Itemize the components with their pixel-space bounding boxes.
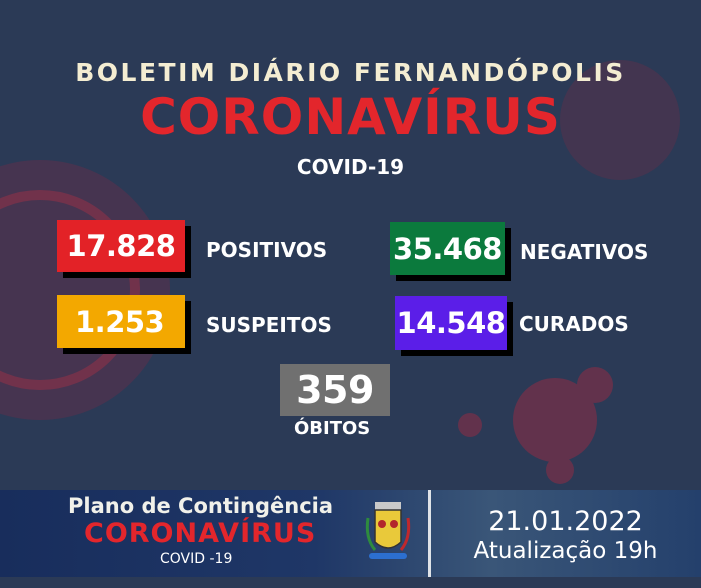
coat-of-arms-icon: [365, 502, 411, 559]
suspect-label: SUSPEITOS: [206, 313, 332, 337]
recovered-count: 14.548: [395, 296, 507, 350]
positive-label: POSITIVOS: [206, 238, 328, 262]
covid-subtitle: COVID-19: [296, 155, 405, 179]
suspect-count: 1.253: [57, 295, 185, 348]
footer-divider: [428, 490, 431, 577]
bulletin-date: 21.01.2022: [488, 506, 643, 537]
contingency-plan-title: Plano de Contingência: [68, 494, 334, 518]
coronavirus-heading: CORONAVÍRUS: [140, 88, 561, 146]
footer-coronavirus: CORONAVÍRUS: [84, 518, 317, 549]
footer-covid: COVID -19: [160, 551, 233, 567]
recovered-label: CURADOS: [519, 312, 629, 336]
footer-banner: [0, 490, 701, 577]
deaths-label: ÓBITOS: [294, 418, 371, 439]
bulletin-title: BOLETIM DIÁRIO FERNANDÓPOLIS: [75, 58, 626, 87]
negative-count: 35.468: [390, 222, 505, 275]
deaths-count: 359: [280, 364, 390, 416]
negative-label: NEGATIVOS: [520, 240, 649, 264]
positive-count: 17.828: [57, 220, 185, 272]
update-time: Atualização 19h: [473, 538, 658, 564]
